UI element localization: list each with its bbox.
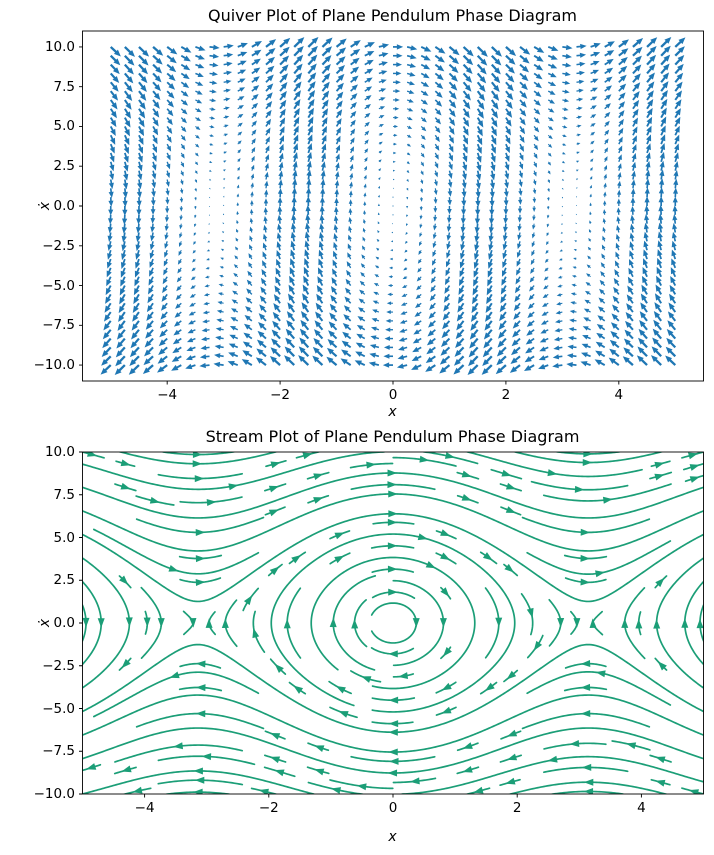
y-tick-label: 7.5	[53, 78, 75, 95]
x-tick-label: 2	[512, 800, 522, 816]
x-tick-label: −4	[134, 800, 155, 816]
x-tick-label: 2	[501, 387, 511, 403]
y-tick-label: −2.5	[42, 657, 75, 674]
y-tick-label: 0.0	[53, 615, 75, 631]
x-tick-label: 4	[637, 800, 646, 816]
y-tick-label: −7.5	[42, 743, 75, 760]
stream-x-axis-label: x	[388, 829, 397, 845]
x-tick-label: 0	[388, 800, 398, 816]
y-tick-label: −5.0	[42, 700, 75, 717]
y-tick-label: −10.0	[33, 357, 75, 374]
y-tick-label: 10.0	[44, 38, 75, 55]
quiver-x-axis-label: x	[388, 404, 397, 420]
y-tick-label: −7.5	[42, 317, 75, 334]
y-tick-label: 2.5	[53, 572, 75, 589]
y-tick-label: −10.0	[33, 786, 75, 802]
stream-plot-title: Stream Plot of Plane Pendulum Phase Diag…	[205, 427, 580, 446]
y-tick-label: 0.0	[53, 198, 75, 214]
x-tick-label: −4	[157, 387, 178, 403]
y-tick-label: −5.0	[42, 277, 75, 294]
y-tick-label: 10.0	[44, 444, 75, 460]
y-tick-label: 5.0	[53, 118, 75, 135]
y-tick-label: 7.5	[53, 486, 75, 503]
x-tick-label: 0	[388, 387, 398, 403]
x-tick-label: 4	[614, 387, 624, 403]
quiver-plot-title: Quiver Plot of Plane Pendulum Phase Diag…	[207, 6, 578, 25]
y-tick-label: 2.5	[53, 158, 75, 175]
y-tick-label: 5.0	[53, 529, 75, 546]
y-tick-label: −2.5	[42, 237, 75, 254]
x-tick-label: −2	[270, 387, 291, 403]
x-tick-label: −2	[258, 800, 279, 816]
